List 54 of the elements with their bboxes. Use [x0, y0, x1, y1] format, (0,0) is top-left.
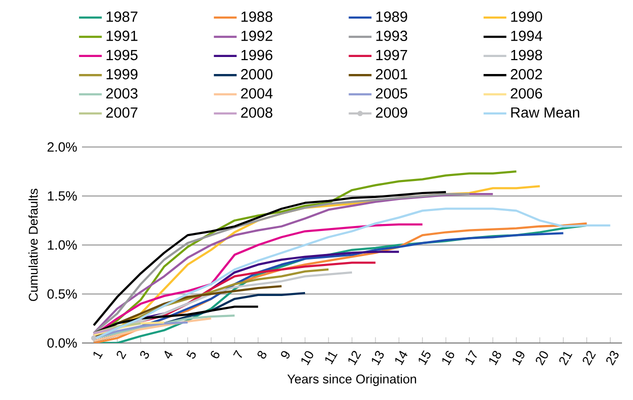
x-tick-label: 16	[442, 350, 454, 366]
x-tick-label: 4	[164, 350, 173, 359]
x-tick-label: 2	[116, 350, 126, 360]
legend-label: 1996	[241, 50, 272, 60]
x-tick-label: 6	[210, 350, 220, 358]
x-tick-label: 12	[348, 350, 362, 366]
legend-label: 2001	[376, 69, 408, 80]
legend-label: 1991	[106, 30, 138, 42]
legend-label: 1990	[511, 12, 542, 22]
x-tick-label: 22	[582, 350, 596, 366]
legend-label: 1999	[106, 69, 138, 80]
x-tick-label: 18	[489, 350, 502, 366]
y-tick-label: 1.5%	[48, 191, 77, 201]
legend-label: 2004	[241, 88, 273, 99]
y-axis-title: Cumulative Defaults	[28, 188, 38, 302]
legend-label: 2008	[241, 107, 272, 118]
y-tick-label: 0.0%	[47, 338, 77, 348]
x-tick-label: 7	[233, 350, 242, 358]
legend-label: 1987	[106, 12, 138, 22]
x-tick-label: 17	[466, 350, 477, 366]
x-tick-label: 19	[512, 351, 524, 366]
x-tick-label: 11	[325, 352, 338, 364]
x-tick-label: 14	[395, 350, 408, 366]
x-tick-label: 15	[418, 350, 431, 366]
x-tick-label: 13	[372, 350, 384, 366]
x-tick-label: 23	[606, 350, 619, 366]
legend-label: 1988	[241, 12, 272, 22]
legend-label: 2006	[510, 88, 542, 99]
x-tick-label: 9	[281, 351, 290, 359]
legend-label: 1998	[511, 50, 542, 60]
x-tick-label: 3	[140, 350, 149, 359]
x-tick-label: 5	[186, 350, 196, 359]
legend-label: 1989	[376, 12, 408, 22]
legend-label: 2009	[376, 107, 408, 118]
legend-label: 2002	[510, 69, 542, 80]
legend-label: 2007	[106, 107, 138, 118]
y-tick-label: 0.5%	[47, 289, 77, 299]
x-tick-label: 10	[301, 351, 314, 366]
y-tick-label: 1.0%	[48, 240, 77, 250]
y-tick-label: 2.0%	[48, 142, 77, 152]
legend-label: 1995	[106, 50, 138, 60]
legend-label: 2000	[241, 69, 272, 80]
legend-label: 2003	[106, 88, 138, 99]
x-tick-label: 21	[559, 352, 572, 366]
legend-label: 1992	[241, 30, 272, 42]
legend-label: Raw Mean	[511, 107, 580, 118]
legend-label: 1994	[511, 30, 542, 42]
x-tick-label: 8	[258, 350, 266, 359]
x-tick-label: 20	[536, 351, 548, 366]
x-tick-label: 1	[94, 352, 103, 360]
legend-label: 1997	[376, 50, 408, 60]
legend-label: 2005	[376, 88, 408, 99]
x-axis-title: Years since Origination	[287, 374, 416, 386]
legend-label: 1993	[376, 30, 408, 42]
